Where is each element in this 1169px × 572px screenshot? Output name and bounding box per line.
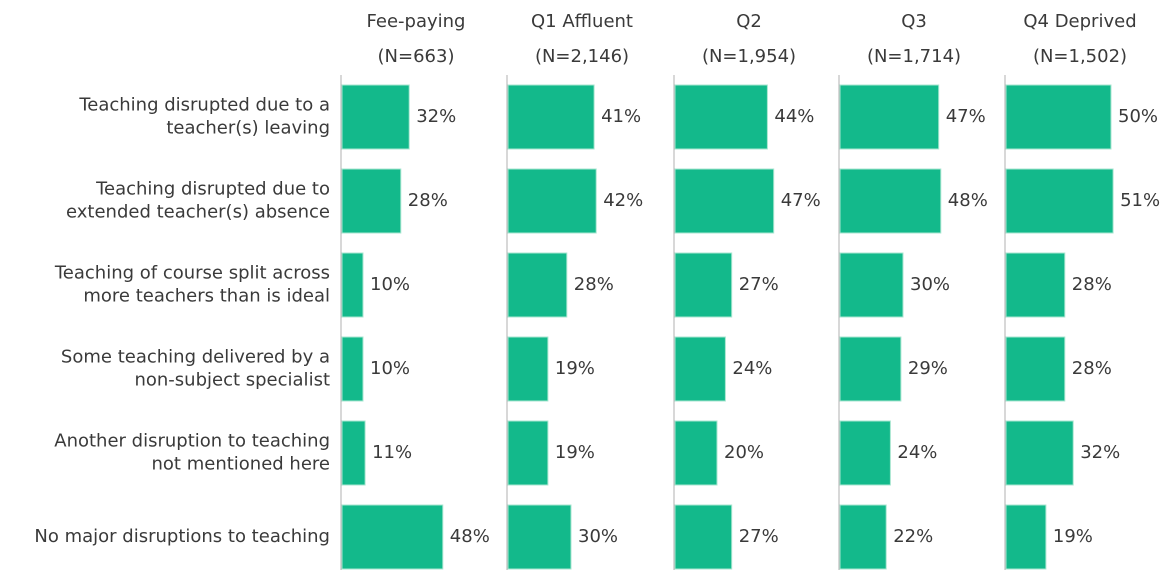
value-label: 32% [416,106,456,127]
value-label: 51% [1120,190,1160,211]
bar [1005,168,1114,234]
value-label: 47% [946,106,986,127]
bar [507,504,572,570]
bar [839,336,902,402]
value-label: 50% [1118,106,1158,127]
value-label: 28% [1072,358,1112,379]
value-label: 22% [893,526,933,547]
bar [1005,420,1074,486]
bar [507,252,568,318]
value-label: 10% [370,358,410,379]
value-label: 48% [450,526,490,547]
category-label: Teaching disrupted due to a [78,95,330,116]
bar [341,168,402,234]
value-label: 30% [578,526,618,547]
category-label: not mentioned here [152,454,330,475]
value-label: 20% [724,442,764,463]
category-label: Teaching disrupted due to [95,179,330,200]
bar [507,168,597,234]
bar [839,168,942,234]
bar [674,84,768,150]
bar [341,84,410,150]
category-label: extended teacher(s) absence [66,202,330,223]
bar [839,84,940,150]
bar [507,84,595,150]
bar [1005,84,1112,150]
bar [674,252,733,318]
bar [1005,252,1066,318]
bar [1005,336,1066,402]
bar [1005,504,1047,570]
value-label: 24% [732,358,772,379]
category-label: Teaching of course split across [54,263,330,284]
category-label: more teachers than is ideal [83,286,330,307]
bar [674,336,726,402]
bar [674,420,718,486]
bar [341,420,366,486]
panel-title: Q3 [901,11,927,32]
panel-title: Q4 Deprived [1023,11,1136,32]
value-label: 41% [601,106,641,127]
value-label: 19% [555,442,595,463]
value-label: 11% [372,442,412,463]
bar [839,252,904,318]
value-label: 28% [574,274,614,295]
value-label: 27% [739,526,779,547]
category-label: Some teaching delivered by a [61,347,330,368]
value-label: 30% [910,274,950,295]
category-label: No major disruptions to teaching [34,526,330,547]
panel-subtitle: (N=1,714) [867,46,961,67]
bar [674,504,733,570]
value-label: 29% [908,358,948,379]
value-label: 24% [897,442,937,463]
bar [341,504,444,570]
value-label: 42% [603,190,643,211]
value-label: 44% [774,106,814,127]
bar [341,252,364,318]
bar [839,504,887,570]
panel-subtitle: (N=1,954) [702,46,796,67]
value-label: 10% [370,274,410,295]
value-label: 28% [1072,274,1112,295]
value-label: 28% [408,190,448,211]
value-label: 48% [948,190,988,211]
category-label: non-subject specialist [134,370,330,391]
bar [507,336,549,402]
category-label: Another disruption to teaching [54,431,330,452]
panel-subtitle: (N=1,502) [1033,46,1127,67]
category-label: teacher(s) leaving [166,118,330,139]
value-label: 19% [555,358,595,379]
bar [674,168,775,234]
bar [341,336,364,402]
bar [839,420,891,486]
panel-title: Q2 [736,11,762,32]
panel-title: Fee-paying [367,11,466,32]
value-label: 47% [781,190,821,211]
value-label: 32% [1080,442,1120,463]
panel-subtitle: (N=663) [378,46,455,67]
panel-subtitle: (N=2,146) [535,46,629,67]
value-label: 27% [739,274,779,295]
bar [507,420,549,486]
panel-title: Q1 Affluent [531,11,633,32]
value-label: 19% [1053,526,1093,547]
